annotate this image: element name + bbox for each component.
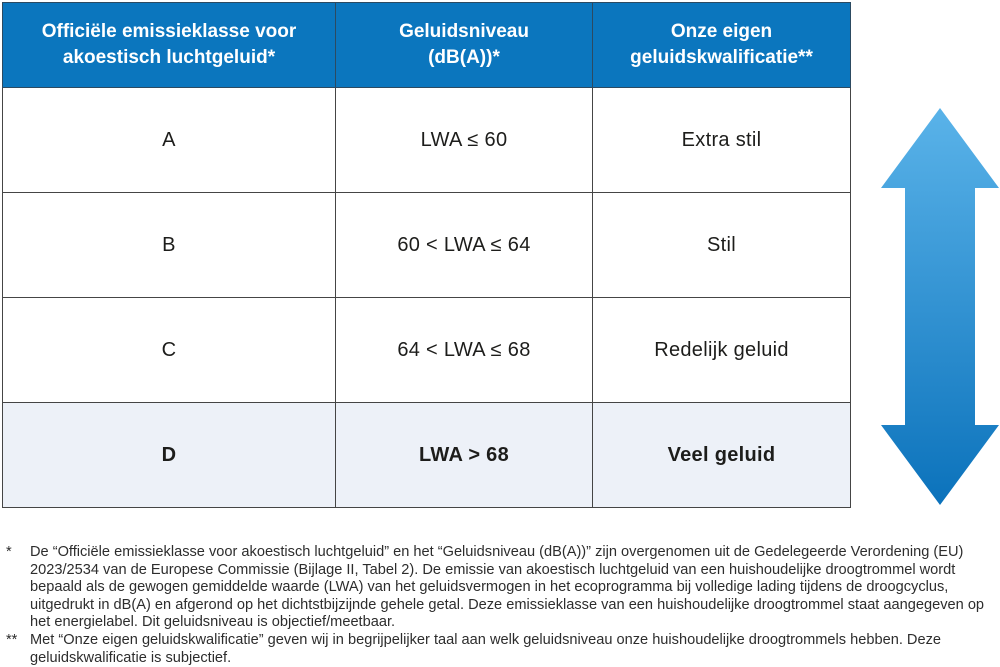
cell-kwalificatie: Veel geluid [592, 402, 851, 508]
cell-kwalificatie: Redelijk geluid [592, 297, 851, 403]
cell-geluidsniveau: LWA > 68 [335, 402, 593, 508]
footnote-marker: * [6, 544, 12, 560]
column-header-emissieklasse: Officiële emissieklasse voor akoestisch … [2, 2, 336, 88]
cell-emissieklasse: D [2, 402, 336, 508]
cell-geluidsniveau: 64 < LWA ≤ 68 [335, 297, 593, 403]
column-header-kwalificatie: Onze eigen geluidskwalificatie** [592, 2, 851, 88]
footnote-official-class: * De “Officiële emissieklasse voor akoes… [4, 544, 996, 632]
table-header-row: Officiële emissieklasse voor akoestisch … [2, 2, 851, 88]
cell-emissieklasse: B [2, 192, 336, 298]
noise-emission-table: Officiële emissieklasse voor akoestisch … [2, 2, 851, 508]
footnotes-section: * De “Officiële emissieklasse voor akoes… [4, 544, 996, 667]
cell-kwalificatie: Stil [592, 192, 851, 298]
cell-emissieklasse: A [2, 87, 336, 193]
cell-emissieklasse: C [2, 297, 336, 403]
table-row-class-b: B 60 < LWA ≤ 64 Stil [2, 192, 851, 298]
cell-geluidsniveau: 60 < LWA ≤ 64 [335, 192, 593, 298]
cell-geluidsniveau: LWA ≤ 60 [335, 87, 593, 193]
footnote-marker: ** [6, 631, 18, 648]
footnote-own-qualification: ** Met “Onze eigen geluidskwalificatie” … [4, 632, 996, 667]
column-header-geluidsniveau: Geluidsniveau (dB(A))* [335, 2, 593, 88]
footnote-text: De “Officiële emissieklasse voor akoesti… [30, 544, 985, 631]
table-row-class-a: A LWA ≤ 60 Extra stil [2, 87, 851, 193]
double-vertical-arrow-icon [881, 108, 999, 505]
table-row-class-d: D LWA > 68 Veel geluid [2, 402, 851, 508]
table-row-class-c: C 64 < LWA ≤ 68 Redelijk geluid [2, 297, 851, 403]
cell-kwalificatie: Extra stil [592, 87, 851, 193]
footnote-text: Met “Onze eigen geluidskwalificatie” gev… [30, 631, 941, 666]
